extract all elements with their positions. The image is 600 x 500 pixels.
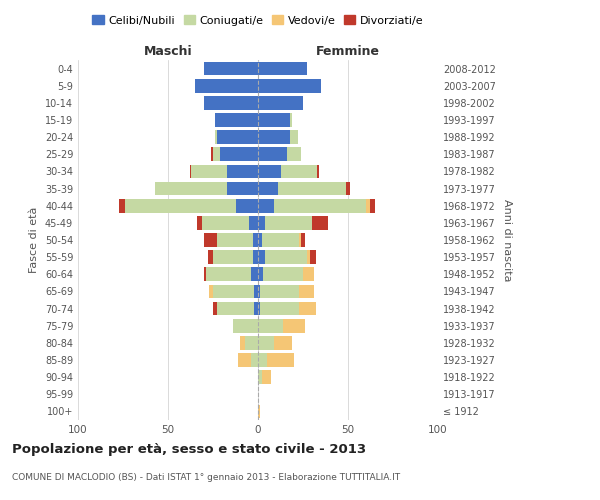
Bar [310,250,316,264]
Bar [262,233,299,247]
Bar [283,319,305,332]
Bar [206,268,251,281]
Bar [233,319,258,332]
Bar [258,268,263,281]
Bar [208,250,213,264]
Bar [258,164,281,178]
Bar [227,164,258,178]
Bar [258,284,260,298]
Bar [211,148,213,161]
Bar [258,96,303,110]
Bar [215,130,217,144]
Bar [258,148,287,161]
Text: Maschi: Maschi [143,46,193,59]
Bar [346,182,350,196]
Bar [119,199,125,212]
Bar [258,233,262,247]
Legend: Celibi/Nubili, Coniugati/e, Vedovi/e, Divorziati/e: Celibi/Nubili, Coniugati/e, Vedovi/e, Di… [92,15,424,26]
Bar [197,216,202,230]
Y-axis label: Anni di nascita: Anni di nascita [502,198,512,281]
Bar [366,199,370,212]
Bar [245,336,258,349]
Bar [258,250,265,264]
Bar [213,148,220,161]
Bar [195,79,258,92]
Bar [258,113,290,127]
Bar [263,268,303,281]
Bar [312,216,328,230]
Bar [125,199,236,212]
Bar [253,233,258,247]
Bar [265,250,307,264]
Bar [240,336,245,349]
Bar [299,284,314,298]
Bar [370,199,375,212]
Bar [217,302,254,316]
Bar [258,182,278,196]
Bar [253,250,258,264]
Text: Popolazione per età, sesso e stato civile - 2013: Popolazione per età, sesso e stato civil… [12,442,366,456]
Bar [204,233,217,247]
Bar [258,130,290,144]
Bar [202,216,249,230]
Text: COMUNE DI MACLODIO (BS) - Dati ISTAT 1° gennaio 2013 - Elaborazione TUTTITALIA.I: COMUNE DI MACLODIO (BS) - Dati ISTAT 1° … [12,472,400,482]
Bar [287,148,301,161]
Bar [299,302,316,316]
Bar [317,164,319,178]
Bar [204,62,258,76]
Bar [258,353,267,367]
Bar [258,404,260,418]
Bar [290,113,292,127]
Bar [155,182,227,196]
Bar [299,233,301,247]
Bar [251,268,258,281]
Bar [258,336,274,349]
Bar [307,250,310,264]
Bar [227,182,258,196]
Bar [190,164,191,178]
Bar [262,370,271,384]
Bar [281,164,317,178]
Bar [258,79,321,92]
Bar [258,62,307,76]
Bar [204,268,206,281]
Bar [217,233,253,247]
Bar [260,284,299,298]
Bar [301,233,305,247]
Bar [209,284,213,298]
Bar [303,268,314,281]
Bar [258,319,283,332]
Bar [213,284,254,298]
Bar [267,353,294,367]
Bar [258,302,260,316]
Bar [220,148,258,161]
Bar [265,216,312,230]
Bar [258,199,274,212]
Bar [236,199,258,212]
Bar [278,182,346,196]
Bar [204,96,258,110]
Bar [213,302,217,316]
Bar [274,199,366,212]
Bar [249,216,258,230]
Bar [254,302,258,316]
Bar [258,370,262,384]
Bar [290,130,298,144]
Bar [274,336,292,349]
Bar [215,113,258,127]
Bar [254,284,258,298]
Bar [258,216,265,230]
Bar [260,302,299,316]
Bar [251,353,258,367]
Bar [213,250,253,264]
Bar [238,353,251,367]
Text: Femmine: Femmine [316,46,380,59]
Bar [191,164,227,178]
Y-axis label: Fasce di età: Fasce di età [29,207,39,273]
Bar [217,130,258,144]
